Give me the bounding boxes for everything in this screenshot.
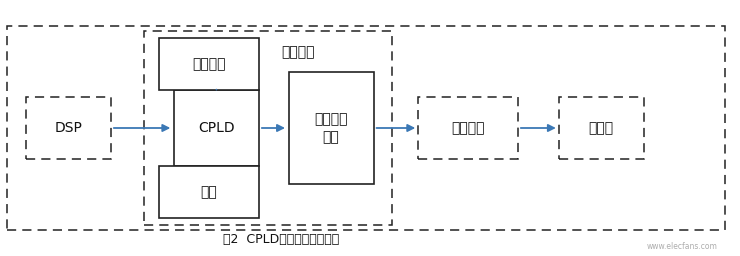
- Text: 电源转换: 电源转换: [192, 57, 226, 71]
- Text: 功放电路: 功放电路: [451, 121, 485, 135]
- Bar: [289, 72, 374, 184]
- Text: CPLD: CPLD: [198, 121, 235, 135]
- Bar: [159, 166, 259, 218]
- Text: 晶振: 晶振: [201, 185, 218, 199]
- Bar: [159, 38, 259, 90]
- Text: 保护电路: 保护电路: [281, 46, 314, 59]
- Bar: [144, 31, 392, 225]
- Text: 换能器: 换能器: [589, 121, 613, 135]
- Text: www.elecfans.com: www.elecfans.com: [647, 242, 718, 251]
- Bar: [559, 97, 644, 159]
- Bar: [26, 97, 111, 159]
- Text: DSP: DSP: [55, 121, 82, 135]
- Text: 图2  CPLD保护电路组成框图: 图2 CPLD保护电路组成框图: [223, 233, 340, 246]
- Bar: [7, 26, 725, 230]
- Bar: [418, 97, 518, 159]
- Bar: [174, 90, 259, 166]
- Text: 输出端口
驱动: 输出端口 驱动: [314, 112, 348, 144]
